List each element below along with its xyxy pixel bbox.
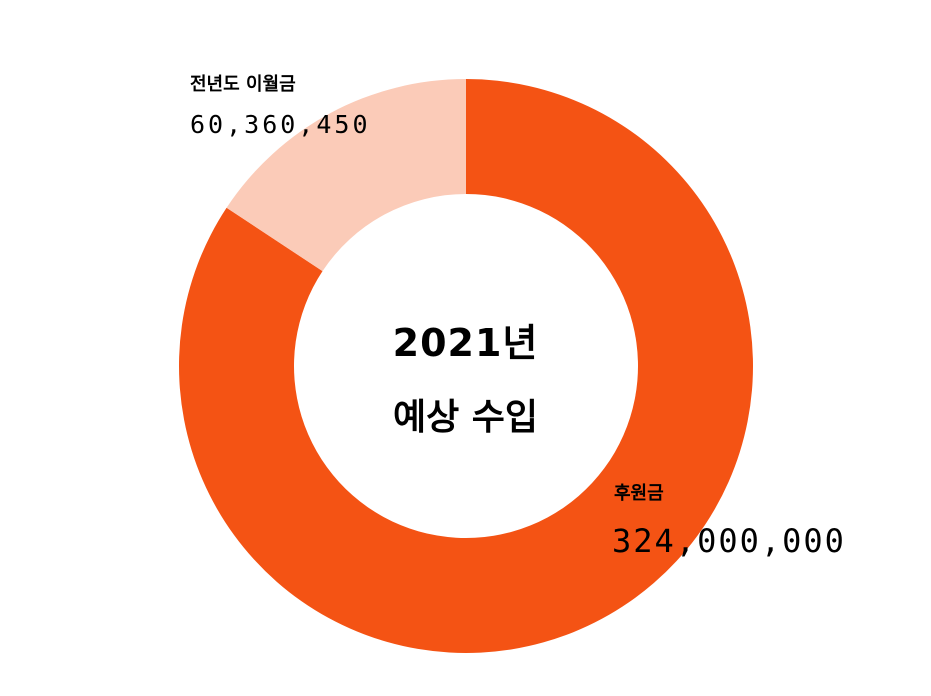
slice-value-donation: 324,000,000 xyxy=(612,522,846,560)
donut-slice-0 xyxy=(178,79,754,653)
slice-label-carryover: 전년도 이월금 xyxy=(190,74,296,95)
chart-center-subtitle: 예상 수입 xyxy=(392,397,538,438)
slice-value-carryover: 60,360,450 xyxy=(190,110,371,139)
donut-slice-1 xyxy=(226,79,466,272)
chart-center-title: 2021년 xyxy=(392,321,539,365)
slice-label-donation: 후원금 xyxy=(614,483,664,504)
